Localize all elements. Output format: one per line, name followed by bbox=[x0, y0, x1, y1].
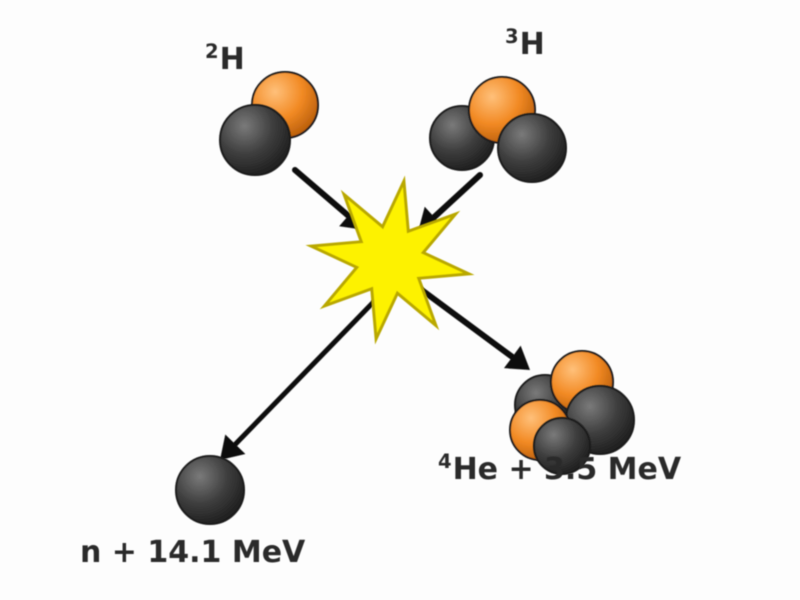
label-neutron: n + 14.1 MeV bbox=[80, 535, 305, 570]
label-deuterium: 2H bbox=[205, 40, 245, 77]
label-tritium-super: 3 bbox=[505, 25, 519, 48]
diagram-svg bbox=[0, 0, 800, 600]
label-tritium: 3H bbox=[505, 25, 545, 62]
nucleus-deuterium bbox=[220, 72, 318, 175]
fusion-diagram: 2H 3H 4He + 3.5 MeV n + 14.1 MeV bbox=[0, 0, 800, 600]
label-helium4-text: He + 3.5 MeV bbox=[453, 452, 682, 487]
nucleus-neutron bbox=[176, 456, 244, 524]
nucleus-tritium bbox=[430, 77, 566, 182]
label-helium4: 4He + 3.5 MeV bbox=[438, 450, 681, 487]
label-tritium-text: H bbox=[520, 27, 545, 62]
label-neutron-text: n + 14.1 MeV bbox=[80, 535, 305, 570]
label-deuterium-text: H bbox=[220, 42, 245, 77]
label-helium4-super: 4 bbox=[438, 450, 452, 473]
label-deuterium-super: 2 bbox=[205, 40, 219, 63]
collision-star bbox=[311, 181, 469, 339]
arrows-layer bbox=[220, 170, 530, 460]
